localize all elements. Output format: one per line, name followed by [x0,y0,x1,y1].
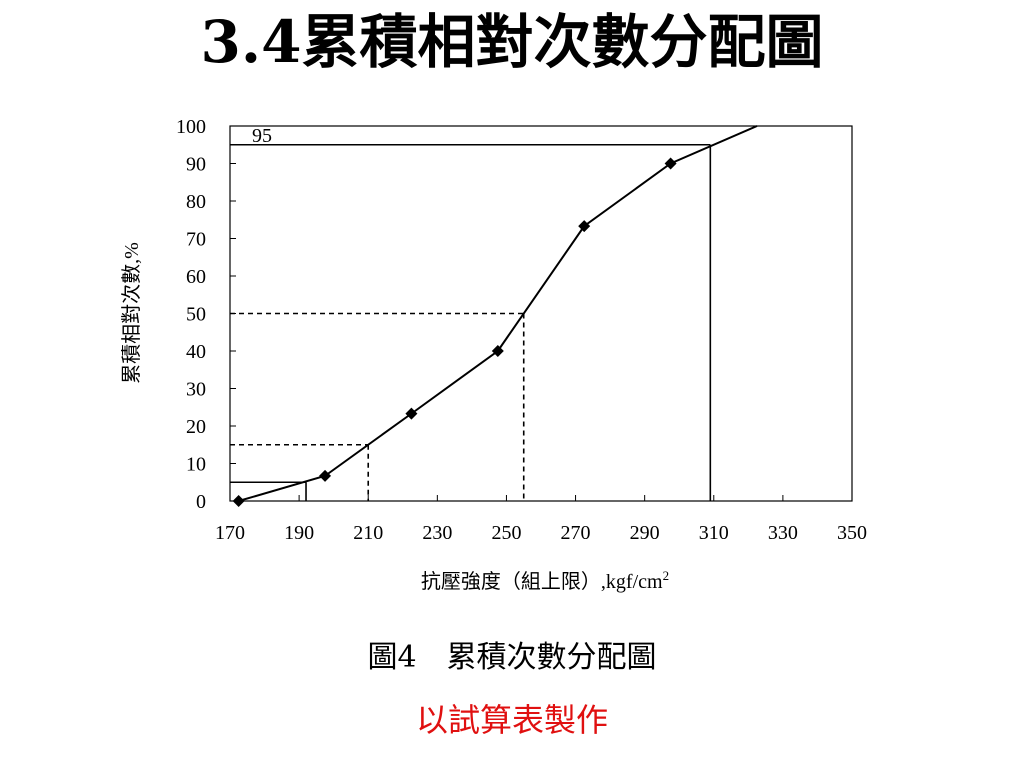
figure-caption: 圖4 累積次數分配圖 [367,640,657,675]
data-point-marker [405,407,418,420]
slide-title: 3.4累積相對次數分配圖 [200,8,824,76]
y-tick-label: 80 [186,191,206,213]
x-axis-label-superscript: 2 [663,568,670,583]
x-tick-label: 230 [422,522,452,544]
y-tick-label: 20 [186,416,206,438]
y-tick-label: 100 [176,116,206,138]
y-tick-label: 70 [186,229,206,251]
figure-subcaption: 以試算表製作 [415,701,608,739]
x-axis-label: 抗壓強度（組上限）,kgf/cm2 [421,568,669,593]
series-line [238,125,758,502]
data-point-marker [664,157,677,170]
data-point-marker [578,220,591,233]
y-tick-label: 30 [186,379,206,401]
series-layer [232,125,758,507]
data-point-marker [491,345,504,357]
y-tick-label: 10 [186,454,206,476]
y-tick-label: 0 [196,491,206,513]
y-tick-label: 40 [186,341,206,363]
x-tick-label: 190 [284,522,314,544]
x-tick-label: 210 [353,522,383,544]
x-tick-label: 310 [699,522,729,544]
data-point-marker [319,469,332,482]
x-tick-label: 270 [561,522,591,544]
x-tick-label: 250 [491,522,521,544]
annotation-95: 95 [252,125,272,147]
x-tick-label: 170 [215,522,245,544]
reference-lines [230,143,712,501]
y-tick-label: 60 [186,266,206,288]
x-tick-label: 350 [837,522,867,544]
y-axis-label: 累積相對次數,% [120,242,143,384]
y-tick-labels: 0 10 20 30 40 50 60 70 80 90 100 [176,116,206,513]
x-tick-labels: 170 190 210 230 250 270 290 310 330 350 [215,522,867,544]
y-tick-label: 90 [186,154,206,176]
x-tick-label: 290 [630,522,660,544]
x-tick-label: 330 [768,522,798,544]
x-axis-label-text: 抗壓強度（組上限）,kgf/cm [421,570,663,593]
y-tick-label: 50 [186,304,206,326]
data-point-marker [232,495,245,507]
